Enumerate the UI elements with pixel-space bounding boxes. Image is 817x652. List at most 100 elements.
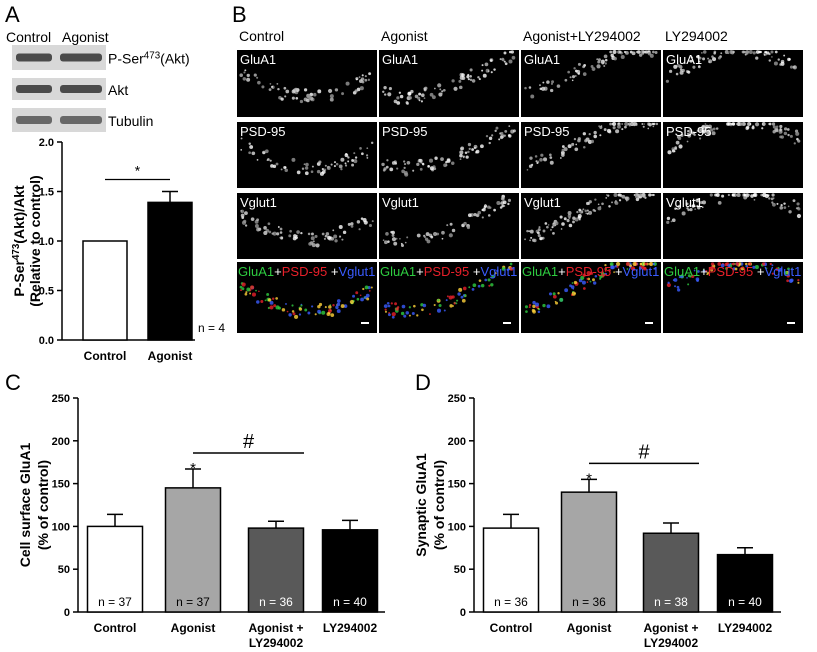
- puncta: [324, 164, 327, 167]
- puncta: [347, 222, 351, 226]
- x-tick-label: Agonist: [171, 621, 216, 635]
- puncta: [644, 262, 648, 266]
- puncta: [499, 135, 504, 140]
- puncta: [608, 205, 611, 208]
- puncta: [244, 224, 248, 227]
- puncta: [605, 194, 608, 196]
- significance: #: [638, 441, 650, 463]
- puncta: [332, 229, 335, 232]
- puncta: [654, 51, 658, 55]
- puncta: [578, 208, 582, 212]
- puncta: [628, 122, 632, 126]
- puncta: [484, 62, 489, 67]
- puncta: [481, 216, 484, 219]
- puncta: [508, 59, 513, 64]
- puncta: [525, 310, 528, 313]
- puncta: [468, 147, 471, 151]
- puncta: [335, 305, 339, 310]
- puncta: [292, 236, 297, 241]
- puncta: [310, 236, 315, 241]
- puncta: [269, 159, 272, 162]
- puncta: [796, 137, 799, 141]
- puncta: [777, 58, 780, 61]
- puncta: [321, 232, 325, 236]
- puncta: [280, 236, 284, 240]
- puncta: [240, 137, 243, 140]
- puncta: [395, 307, 399, 311]
- error-bar: [268, 520, 284, 529]
- y-axis-label: (% of control): [35, 460, 51, 550]
- puncta: [355, 78, 358, 81]
- puncta: [445, 160, 448, 164]
- puncta: [674, 285, 677, 288]
- puncta: [448, 233, 453, 238]
- row-label: PSD-95: [240, 124, 286, 139]
- puncta: [246, 77, 251, 82]
- puncta: [590, 271, 594, 275]
- puncta: [359, 147, 362, 150]
- puncta: [591, 278, 595, 282]
- n-label: n = 36: [494, 595, 528, 609]
- puncta: [391, 230, 395, 235]
- label-part: Cell surface GluA1: [17, 443, 33, 568]
- puncta: [243, 71, 246, 74]
- puncta: [387, 313, 391, 317]
- puncta: [310, 232, 314, 236]
- puncta: [789, 65, 794, 69]
- puncta: [368, 290, 371, 292]
- puncta: [783, 271, 788, 275]
- puncta: [652, 50, 655, 54]
- puncta: [588, 210, 593, 215]
- puncta: [742, 122, 746, 126]
- puncta: [349, 299, 354, 305]
- n-label: n = 37: [98, 595, 132, 609]
- puncta: [345, 152, 348, 156]
- bar: [247, 527, 305, 613]
- n-label: n = 36: [259, 595, 293, 609]
- puncta: [571, 291, 576, 296]
- puncta: [792, 65, 797, 70]
- puncta: [711, 131, 716, 136]
- puncta: [702, 57, 706, 61]
- puncta: [367, 78, 371, 81]
- puncta: [338, 225, 343, 230]
- row-label: GluA1: [666, 52, 702, 67]
- puncta: [777, 266, 780, 269]
- puncta: [383, 93, 387, 96]
- n-label: n = 40: [333, 595, 367, 609]
- puncta: [317, 309, 321, 314]
- puncta: [347, 156, 350, 159]
- puncta: [399, 237, 401, 240]
- puncta: [707, 271, 710, 275]
- puncta: [475, 213, 480, 218]
- puncta: [456, 299, 459, 302]
- puncta: [618, 199, 622, 202]
- puncta: [715, 127, 719, 130]
- puncta: [478, 279, 482, 282]
- x-tick-label: Control: [84, 349, 127, 363]
- puncta: [356, 220, 361, 224]
- puncta: [780, 61, 785, 66]
- puncta: [540, 86, 546, 91]
- puncta: [391, 234, 395, 237]
- puncta: [652, 125, 655, 128]
- label-line: Agonist +: [248, 621, 303, 635]
- puncta: [611, 201, 614, 204]
- puncta: [465, 155, 469, 159]
- puncta: [786, 279, 790, 283]
- puncta: [268, 230, 272, 234]
- puncta: [245, 291, 248, 294]
- puncta: [585, 212, 587, 215]
- puncta: [362, 287, 365, 291]
- puncta: [396, 101, 401, 105]
- puncta: [570, 142, 575, 147]
- puncta: [391, 315, 395, 319]
- puncta: [709, 266, 714, 271]
- puncta: [631, 51, 636, 56]
- puncta: [418, 99, 421, 102]
- puncta: [291, 157, 296, 162]
- puncta: [593, 134, 598, 139]
- puncta: [251, 292, 256, 297]
- puncta: [340, 157, 345, 162]
- puncta: [504, 129, 508, 133]
